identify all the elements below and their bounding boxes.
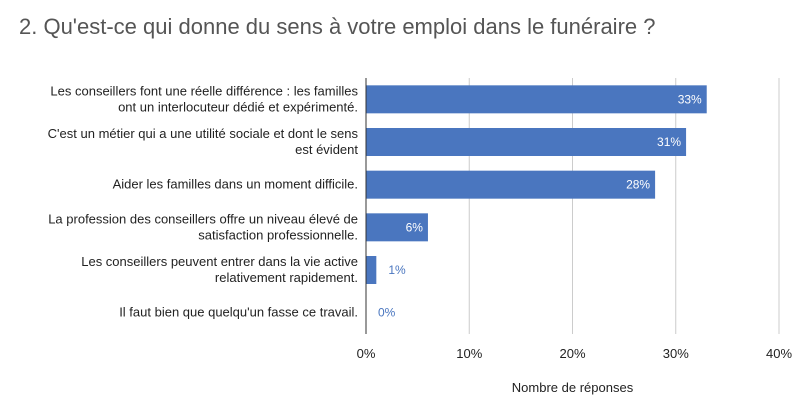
category-label-4-1: relativement rapidement. <box>215 270 358 285</box>
data-label-0: 33% <box>678 92 702 106</box>
data-label-2: 28% <box>626 178 650 192</box>
x-axis-label: Nombre de réponses <box>512 380 634 395</box>
data-label-4: 1% <box>388 263 406 277</box>
category-label-0-1: ont un interlocuteur dédié et expériment… <box>118 99 358 114</box>
x-tick-label-0: 0% <box>357 346 376 361</box>
bar-3 <box>366 213 428 242</box>
category-label-3-0: La profession des conseillers offre un n… <box>48 211 358 226</box>
x-tick-label-2: 20% <box>559 346 585 361</box>
category-label-4-0: Les conseillers peuvent entrer dans la v… <box>81 254 358 269</box>
category-label-0-0: Les conseillers font une réelle différen… <box>50 83 358 98</box>
bar-0 <box>366 85 707 114</box>
x-tick-label-3: 30% <box>663 346 689 361</box>
data-label-1: 31% <box>657 135 681 149</box>
category-label-1-1: est évident <box>295 142 358 157</box>
x-tick-label-1: 10% <box>456 346 482 361</box>
category-label-5-0: Il faut bien que quelqu'un fasse ce trav… <box>119 305 358 320</box>
category-label-3-1: satisfaction professionnelle. <box>198 227 358 242</box>
x-tick-label-4: 40% <box>766 346 792 361</box>
bar-4 <box>366 256 377 284</box>
data-label-5: 0% <box>378 306 396 320</box>
chart-title: 2. Qu'est-ce qui donne du sens à votre e… <box>19 14 656 39</box>
category-label-2-0: Aider les familles dans un moment diffic… <box>113 177 358 192</box>
bar-1 <box>366 128 687 156</box>
data-label-3: 6% <box>406 220 424 234</box>
bar-2 <box>366 170 656 199</box>
category-label-1-0: C'est un métier qui a une utilité social… <box>48 126 359 141</box>
